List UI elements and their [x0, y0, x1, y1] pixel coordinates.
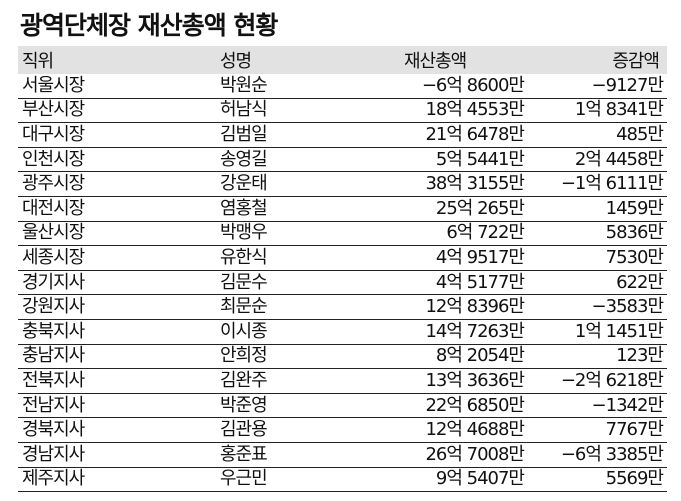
cell-change: −1342만	[528, 393, 667, 419]
cell-change: 123만	[528, 344, 667, 370]
cell-change: −2억 6218만	[528, 368, 667, 394]
cell-position: 충북지사	[18, 319, 216, 345]
cell-position: 서울시장	[18, 74, 216, 99]
page-title: 광역단체장 재산총액 현황	[20, 11, 278, 40]
cell-name: 이시종	[216, 319, 374, 345]
cell-name: 허남식	[216, 98, 374, 124]
cell-position: 울산시장	[18, 221, 216, 247]
table-row: 경북지사 김관용 12억 4688만 7767만	[18, 417, 667, 443]
cell-name: 안희정	[216, 344, 374, 370]
table-row: 강원지사 최문순 12억 8396만 −3583만	[18, 294, 667, 320]
cell-name: 김관용	[216, 417, 374, 443]
cell-change: 2억 4458만	[528, 147, 667, 173]
cell-change: 1억 1451만	[528, 319, 667, 345]
cell-total-assets: 4억 5177만	[374, 270, 528, 296]
cell-total-assets: 26억 7008만	[374, 442, 528, 468]
cell-name: 유한식	[216, 245, 374, 271]
table-row: 세종시장 유한식 4억 9517만 7530만	[18, 245, 667, 271]
cell-change: −6억 3385만	[528, 442, 667, 468]
cell-total-assets: 12억 4688만	[374, 417, 528, 443]
table-row: 광주시장 강운태 38억 3155만 −1억 6111만	[18, 171, 667, 197]
header-name: 성명	[216, 46, 374, 74]
cell-name: 박원순	[216, 74, 374, 99]
cell-total-assets: 12억 8396만	[374, 294, 528, 320]
cell-name: 김범일	[216, 122, 374, 148]
cell-position: 대구시장	[18, 122, 216, 148]
cell-total-assets: 22억 6850만	[374, 393, 528, 419]
cell-change: 622만	[528, 270, 667, 296]
cell-position: 부산시장	[18, 98, 216, 124]
cell-name: 강운태	[216, 171, 374, 197]
cell-total-assets: 8억 2054만	[374, 344, 528, 370]
header-position: 직위	[18, 46, 216, 74]
table-row: 경기지사 김문수 4억 5177만 622만	[18, 270, 667, 296]
cell-total-assets: 21억 6478만	[374, 122, 528, 148]
table-row: 인천시장 송영길 5억 5441만 2억 4458만	[18, 147, 667, 173]
table-row: 부산시장 허남식 18억 4553만 1억 8341만	[18, 98, 667, 124]
cell-position: 인천시장	[18, 147, 216, 173]
cell-total-assets: 38억 3155만	[374, 171, 528, 197]
cell-name: 최문순	[216, 294, 374, 320]
cell-name: 박준영	[216, 393, 374, 419]
cell-change: −1억 6111만	[528, 171, 667, 197]
cell-change: 485만	[528, 122, 667, 148]
cell-total-assets: 13억 3636만	[374, 368, 528, 394]
cell-total-assets: 6억 722만	[374, 221, 528, 247]
cell-total-assets: 14억 7263만	[374, 319, 528, 345]
cell-position: 광주시장	[18, 171, 216, 197]
table-row: 전남지사 박준영 22억 6850만 −1342만	[18, 393, 667, 419]
cell-name: 송영길	[216, 147, 374, 173]
cell-name: 박맹우	[216, 221, 374, 247]
table-row: 대전시장 염홍철 25억 265만 1459만	[18, 196, 667, 222]
cell-position: 경북지사	[18, 417, 216, 443]
cell-position: 전남지사	[18, 393, 216, 419]
cell-position: 경기지사	[18, 270, 216, 296]
cell-total-assets: 18억 4553만	[374, 98, 528, 124]
cell-position: 충남지사	[18, 344, 216, 370]
cell-change: 1459만	[528, 196, 667, 222]
cell-total-assets: 9억 5407만	[374, 467, 528, 493]
cell-name: 홍준표	[216, 442, 374, 468]
cell-change: 7530만	[528, 245, 667, 271]
cell-position: 제주지사	[18, 467, 216, 493]
cell-total-assets: 4억 9517만	[374, 245, 528, 271]
table-row: 경남지사 홍준표 26억 7008만 −6억 3385만	[18, 442, 667, 468]
table-row: 서울시장 박원순 −6억 8600만 −9127만	[18, 74, 667, 99]
cell-name: 김문수	[216, 270, 374, 296]
cell-total-assets: −6억 8600만	[374, 74, 528, 99]
cell-position: 강원지사	[18, 294, 216, 320]
cell-total-assets: 5억 5441만	[374, 147, 528, 173]
table-row: 충남지사 안희정 8억 2054만 123만	[18, 344, 667, 370]
cell-position: 대전시장	[18, 196, 216, 222]
table-row: 제주지사 우근민 9억 5407만 5569만	[18, 467, 667, 493]
cell-change: 5836만	[528, 221, 667, 247]
table-row: 울산시장 박맹우 6억 722만 5836만	[18, 221, 667, 247]
cell-change: 5569만	[528, 467, 667, 493]
cell-name: 김완주	[216, 368, 374, 394]
cell-name: 우근민	[216, 467, 374, 493]
table-row: 대구시장 김범일 21억 6478만 485만	[18, 122, 667, 148]
cell-total-assets: 25억 265만	[374, 196, 528, 222]
cell-change: 7767만	[528, 417, 667, 443]
cell-change: −3583만	[528, 294, 667, 320]
cell-position: 전북지사	[18, 368, 216, 394]
table-row: 충북지사 이시종 14억 7263만 1억 1451만	[18, 319, 667, 345]
header-total-assets: 재산총액	[374, 46, 528, 74]
header-change: 증감액	[528, 46, 667, 74]
cell-change: 1억 8341만	[528, 98, 667, 124]
assets-table: 직위 성명 재산총액 증감액 서울시장 박원순 −6억 8600만 −9127만 부산시…	[18, 46, 667, 493]
cell-position: 세종시장	[18, 245, 216, 271]
cell-position: 경남지사	[18, 442, 216, 468]
cell-name: 염홍철	[216, 196, 374, 222]
table-row: 전북지사 김완주 13억 3636만 −2억 6218만	[18, 368, 667, 394]
table-header-row: 직위 성명 재산총액 증감액	[18, 46, 667, 74]
cell-change: −9127만	[528, 74, 667, 99]
